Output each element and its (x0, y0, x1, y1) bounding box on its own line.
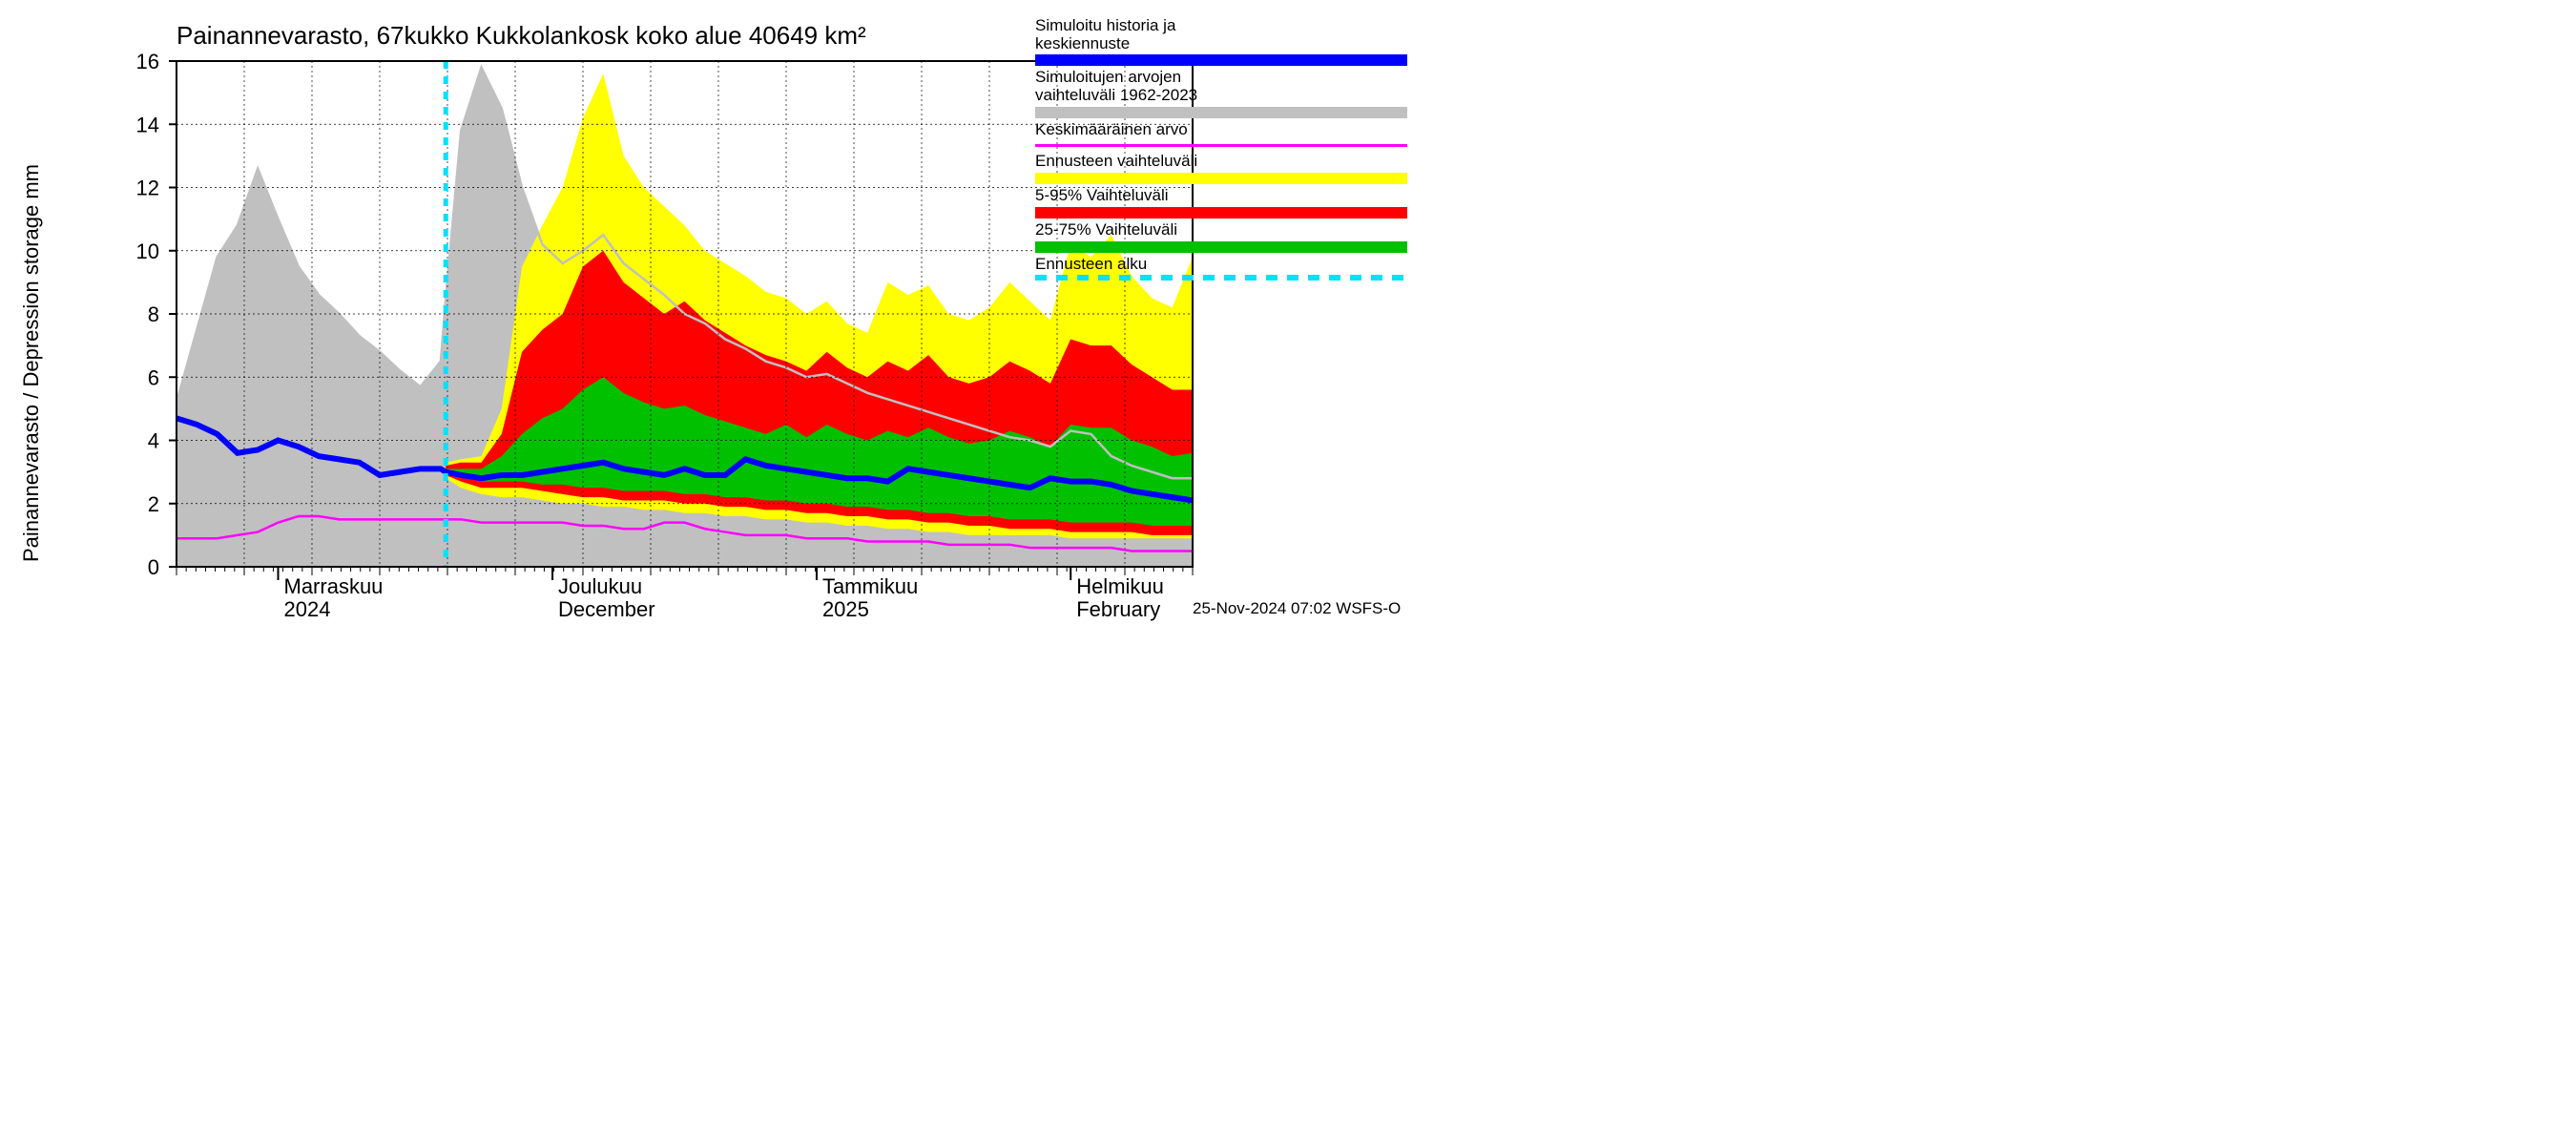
legend-swatch (1035, 54, 1407, 66)
ytick-label: 8 (148, 302, 159, 326)
legend-swatch (1035, 207, 1407, 219)
legend-label: 5-95% Vaihteluväli (1035, 187, 1417, 205)
legend-label: Simuloitujen arvojenvaihteluväli 1962-20… (1035, 69, 1417, 104)
legend-item: Ennusteen vaihteluväli (1035, 153, 1417, 184)
legend-swatch (1035, 144, 1407, 147)
footer-timestamp: 25-Nov-2024 07:02 WSFS-O (1193, 599, 1401, 618)
ytick-label: 14 (136, 113, 159, 136)
legend-item: 25-75% Vaihteluväli (1035, 221, 1417, 253)
legend-label: 25-75% Vaihteluväli (1035, 221, 1417, 239)
month-label-bottom: 2025 (822, 597, 869, 621)
ytick-label: 4 (148, 429, 159, 453)
legend-item: Simuloitu historia jakeskiennuste (1035, 17, 1417, 66)
ytick-label: 10 (136, 239, 159, 263)
legend-label: Keskimääräinen arvo (1035, 121, 1417, 139)
legend-item: Simuloitujen arvojenvaihteluväli 1962-20… (1035, 69, 1417, 117)
legend-swatch (1035, 107, 1407, 118)
legend-item: Ennusteen alku (1035, 256, 1417, 281)
ytick-label: 2 (148, 492, 159, 516)
legend-swatch (1035, 173, 1407, 184)
month-label-top: Joulukuu (558, 574, 642, 598)
legend: Simuloitu historia jakeskiennuste Simuloi… (1035, 17, 1417, 283)
ytick-label: 0 (148, 555, 159, 579)
legend-label: Ennusteen vaihteluväli (1035, 153, 1417, 171)
ytick-label: 16 (136, 50, 159, 73)
legend-swatch (1035, 241, 1407, 253)
y-axis-label: Painannevarasto / Depression storage mm (19, 164, 43, 562)
legend-label: Simuloitu historia jakeskiennuste (1035, 17, 1417, 52)
month-label-bottom: February (1076, 597, 1160, 621)
ytick-label: 12 (136, 177, 159, 200)
month-label-top: Helmikuu (1076, 574, 1164, 598)
chart-container: 0 2 4 6 8 10 12 14 16 Marraskuu2024 JoulukuuDecemb… (0, 0, 1431, 636)
legend-item: Keskimääräinen arvo (1035, 121, 1417, 148)
legend-item: 5-95% Vaihteluväli (1035, 187, 1417, 219)
legend-swatch (1035, 275, 1407, 281)
legend-label: Ennusteen alku (1035, 256, 1417, 274)
month-label-bottom: December (558, 597, 654, 621)
chart-title: Painannevarasto, 67kukko Kukkolankosk ko… (177, 21, 866, 50)
ytick-label: 6 (148, 365, 159, 389)
month-label-bottom: 2024 (284, 597, 331, 621)
month-label-top: Marraskuu (284, 574, 384, 598)
month-label-top: Tammikuu (822, 574, 918, 598)
